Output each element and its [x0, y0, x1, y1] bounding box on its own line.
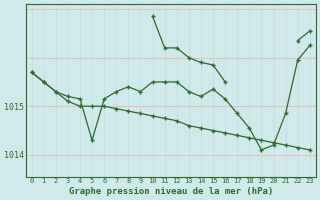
X-axis label: Graphe pression niveau de la mer (hPa): Graphe pression niveau de la mer (hPa) [68, 187, 273, 196]
